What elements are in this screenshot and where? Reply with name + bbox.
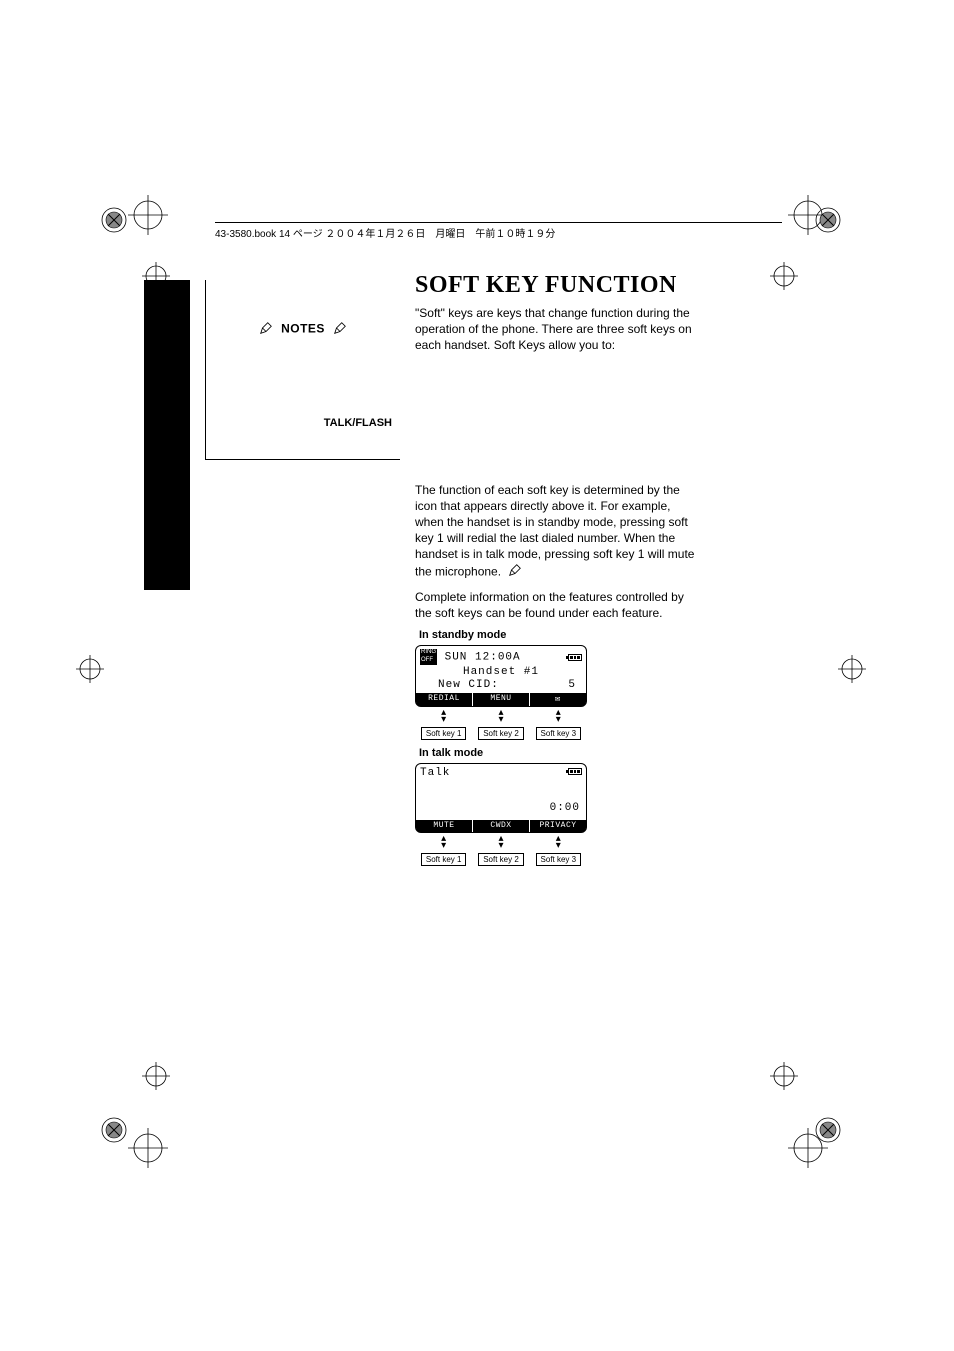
arrow-3: ▴▾ [530,709,587,723]
side-black-bar [144,280,190,590]
cid-label: New CID: [438,679,499,693]
crop-mark [128,1128,168,1173]
softkey-3-envelope-icon: ✉ [530,693,586,706]
talk-subhead: In talk mode [419,747,700,759]
softkey-label-row: Soft key 1 Soft key 2 Soft key 3 [415,723,587,741]
arrow-row: ▴▾ ▴▾ ▴▾ [415,709,587,723]
paragraph-2-text: The function of each soft key is determi… [415,483,694,578]
registration-screw [100,1116,128,1149]
softkey-label-3: Soft key 3 [530,849,587,867]
sk-label-3: Soft key 3 [536,853,582,866]
softkey-label-1: Soft key 1 [415,723,472,741]
standby-lcd-block: RING OFF SUN 12:00A Handset #1 New CID: … [415,645,587,741]
registration-ring [770,262,798,295]
arrow-2: ▴▾ [472,709,529,723]
pencil-icon [259,321,273,338]
battery-icon [568,768,582,775]
pencil-icon [333,321,347,338]
arrow-1: ▴▾ [415,709,472,723]
notes-label: NOTES [206,321,400,338]
sk-label-3: Soft key 3 [536,727,582,740]
registration-screw [814,1116,842,1149]
lcd-row-1: RING OFF SUN 12:00A [420,649,582,665]
arrow-2: ▴▾ [472,835,529,849]
lcd-day: SUN [445,652,468,664]
sk-label-1: Soft key 1 [421,853,467,866]
crop-mark [128,195,168,240]
talk-flash-label: TALK/FLASH [324,417,392,429]
registration-ring [76,655,104,688]
softkey-label-row: Soft key 1 Soft key 2 Soft key 3 [415,849,587,867]
content-gap [415,362,700,482]
sk-label-2: Soft key 2 [478,727,524,740]
standby-lcd: RING OFF SUN 12:00A Handset #1 New CID: … [415,645,587,707]
softkey-label-1: Soft key 1 [415,849,472,867]
registration-ring [770,1062,798,1095]
notes-text: NOTES [281,322,325,336]
softkey-label-3: Soft key 3 [530,723,587,741]
paragraph-3: Complete information on the features con… [415,589,700,621]
registration-screw [814,206,842,239]
softkey-2: MENU [473,693,530,706]
cid-count: 5 [568,679,576,693]
paragraph-2: The function of each soft key is determi… [415,482,700,581]
talk-lcd-block: Talk 0:00 MUTE CWDX PRIVACY ▴▾ ▴▾ ▴▾ Sof… [415,763,587,867]
registration-screw [100,206,128,239]
header-text: 43-3580.book 14 ページ ２００４年１月２６日 月曜日 午前１０時… [215,225,555,240]
softkey-1: REDIAL [416,693,473,706]
sk-label-2: Soft key 2 [478,853,524,866]
header-rule [215,222,782,223]
registration-ring [142,262,170,295]
arrow-row: ▴▾ ▴▾ ▴▾ [415,835,587,849]
standby-softkey-bar: REDIAL MENU ✉ [416,693,586,706]
pencil-icon [508,563,522,581]
lcd-cid-row: New CID: 5 [420,679,582,693]
softkey-2: CWDX [473,820,530,832]
softkey-label-2: Soft key 2 [472,723,529,741]
ring-off-badge: RING OFF SUN 12:00A [420,649,521,665]
badge-bottom: OFF [421,657,433,663]
sk-label-1: Soft key 1 [421,727,467,740]
talk-timer: 0:00 [550,802,580,816]
standby-subhead: In standby mode [419,629,700,641]
registration-ring [838,655,866,688]
talk-mode-label: Talk [420,767,450,781]
notes-box: NOTES TALK/FLASH [205,280,400,460]
talk-softkey-bar: MUTE CWDX PRIVACY [416,820,586,832]
softkey-label-2: Soft key 2 [472,849,529,867]
ring-off-text: RING OFF [420,649,437,665]
main-column: SOFT KEY FUNCTION "Soft" keys are keys t… [415,272,700,867]
sidebar: NOTES TALK/FLASH [205,280,400,460]
paragraph-1: "Soft" keys are keys that change functio… [415,305,700,354]
arrow-3: ▴▾ [530,835,587,849]
battery-icon [568,654,582,661]
softkey-3: PRIVACY [530,820,586,832]
softkey-1: MUTE [416,820,473,832]
badge-top: RING [421,649,436,655]
registration-ring [142,1062,170,1095]
lcd-time: 12:00A [475,652,521,664]
page-title: SOFT KEY FUNCTION [415,272,700,299]
talk-lcd: Talk 0:00 MUTE CWDX PRIVACY [415,763,587,833]
lcd-handset-line: Handset #1 [420,666,582,680]
arrow-1: ▴▾ [415,835,472,849]
